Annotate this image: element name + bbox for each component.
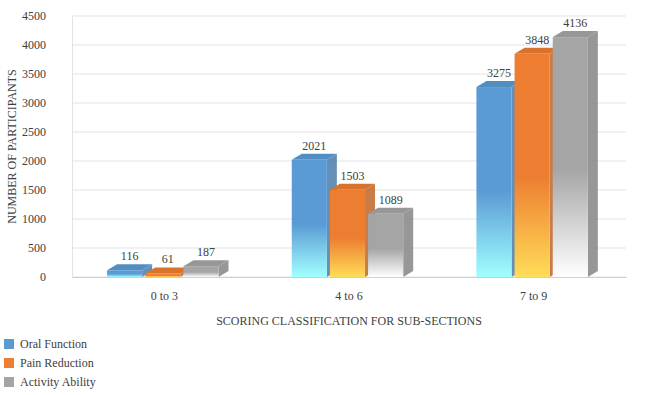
bar [107,270,142,277]
data-label: 1503 [340,169,364,183]
y-tick-label: 0 [40,270,46,284]
y-tick-label: 2000 [22,154,46,168]
x-tick-label: 0 to 3 [151,289,178,303]
y-axis-title: NUMBER OF PARTICIPANTS [5,69,19,223]
bar-top [107,264,152,270]
bar [553,37,588,277]
y-tick: 1000 [22,212,72,226]
y-tick-label: 500 [28,241,46,255]
bars [107,31,598,277]
y-tick: 4000 [22,38,72,52]
legend-label: Pain Reduction [20,356,94,370]
x-tick: 4 to 6 [335,277,362,303]
x-tick: 0 to 3 [151,277,178,303]
chart: 0 500 1000 1500 2000 2500 3000 3500 4000 4500 0 to… [0,0,646,395]
data-label: 2021 [302,139,326,153]
bar [330,190,365,277]
y-tick-label: 2500 [22,125,46,139]
y-tick-label: 1500 [22,183,46,197]
bar [368,214,403,277]
bar [292,160,327,277]
bar-series [183,31,597,277]
bar-top [292,154,337,160]
y-tick-label: 1000 [22,212,46,226]
legend: Oral Function Pain Reduction Activity Abil… [4,337,96,389]
legend-swatch [4,339,14,349]
y-tick: 3500 [22,67,72,81]
y-tick: 1500 [22,183,72,197]
y-tick: 500 [28,241,72,255]
legend-label: Oral Function [20,337,87,351]
bar-side [588,31,598,277]
bar-side [403,208,413,277]
y-tick: 2000 [22,154,72,168]
data-label: 61 [162,252,174,266]
y-tick: 3000 [22,96,72,110]
bar [515,54,550,277]
y-tick-label: 3500 [22,67,46,81]
y-axis-line [72,17,73,278]
y-tick-label: 3000 [22,96,46,110]
x-axis-title: SCORING CLASSIFICATION FOR SUB-SECTIONS [216,314,482,328]
bar [476,87,511,277]
bar-top [330,184,375,190]
y-tick: 2500 [22,125,72,139]
y-tick-label: 4000 [22,38,46,52]
legend-swatch [4,377,14,387]
data-label: 3848 [525,33,549,47]
grid [72,16,626,277]
bar-top [183,260,228,266]
data-label: 116 [121,249,139,263]
x-tick: 7 to 9 [520,277,547,303]
data-label: 187 [197,245,215,259]
bar-top [368,208,413,214]
x-axis: 0 to 3 4 to 6 7 to 9 [73,277,627,303]
bar-series [145,48,559,277]
data-label: 1089 [379,193,403,207]
y-tick: 4500 [22,9,72,23]
data-label: 3275 [487,66,511,80]
data-label: 4136 [563,16,587,30]
y-tick-label: 4500 [22,9,46,23]
legend-label: Activity Ability [20,375,96,389]
bar [183,266,218,277]
x-axis-line [73,277,627,278]
y-axis: 0 500 1000 1500 2000 2500 3000 3500 4000 4500 [22,9,73,284]
y-tick: 0 [40,270,72,284]
bar-top [553,31,598,37]
legend-swatch [4,358,14,368]
x-tick-label: 4 to 6 [335,289,362,303]
bar-series [107,81,521,277]
data-labels: 116 2021 3275 61 1503 3848 187 1089 4136 [121,16,587,266]
x-tick-label: 7 to 9 [520,289,547,303]
grid-line [72,16,626,17]
bar [145,273,180,277]
